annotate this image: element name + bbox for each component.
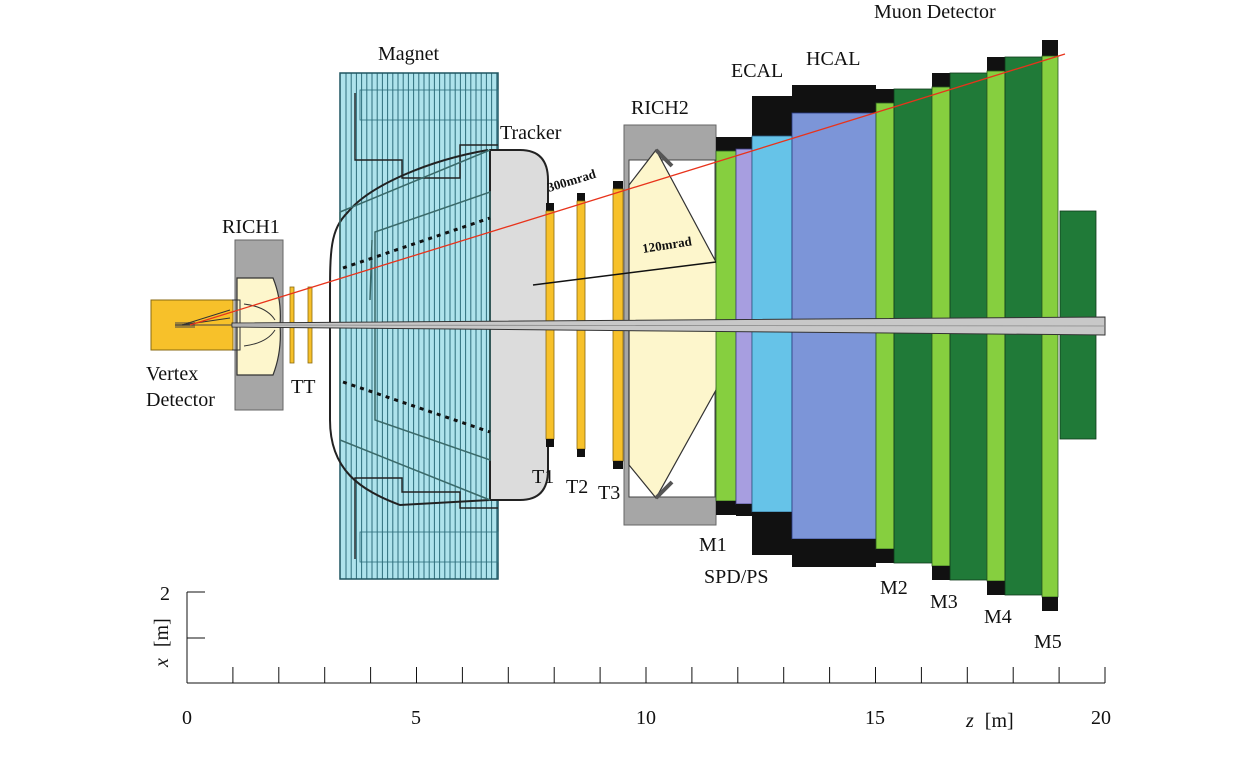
label-m4: M4 [984,606,1012,628]
label-m2: M2 [880,577,908,599]
z-axis-var: z [965,710,974,732]
z-axis: 0 5 10 15 20 z [m] [182,667,1111,732]
beam-pipe [231,316,1106,336]
label-t1: T1 [532,466,554,488]
label-t3: T3 [598,482,620,504]
z-axis-title: z [m] [965,710,1014,732]
z-tick-label-10: 10 [636,707,656,729]
x-axis-unit: [m] [151,618,173,647]
z-tick-label-5: 5 [411,707,421,729]
label-m5: M5 [1034,631,1062,653]
label-hcal: HCAL [806,48,860,70]
x-tick-label-2: 2 [160,583,170,605]
acceptance-lines [189,53,1066,326]
z-tick-label-0: 0 [182,707,192,729]
label-muon-detector: Muon Detector [874,1,996,23]
x-axis-title: x [m] [151,618,173,668]
x-axis: 2 x [m] [151,583,205,683]
label-m3: M3 [930,591,958,613]
label-tracker: Tracker [500,122,562,144]
label-t2: T2 [566,476,588,498]
label-vertex: Vertex [146,363,198,385]
label-detector: Detector [146,389,215,411]
label-magnet: Magnet [378,43,440,65]
axes: 0 5 10 15 20 z [m] 2 x [m] [151,583,1111,732]
z-tick-label-15: 15 [865,707,885,729]
x-axis-var: x [151,658,173,668]
label-300mrad: 300mrad [545,166,598,195]
label-spd-ps: SPD/PS [704,566,769,588]
label-tt: TT [291,376,315,398]
z-tick-label-20: 20 [1091,707,1111,729]
label-rich2: RICH2 [631,97,689,119]
label-m1: M1 [699,534,727,556]
label-ecal: ECAL [731,60,783,82]
z-axis-unit: [m] [985,710,1014,732]
label-rich1: RICH1 [222,216,280,238]
